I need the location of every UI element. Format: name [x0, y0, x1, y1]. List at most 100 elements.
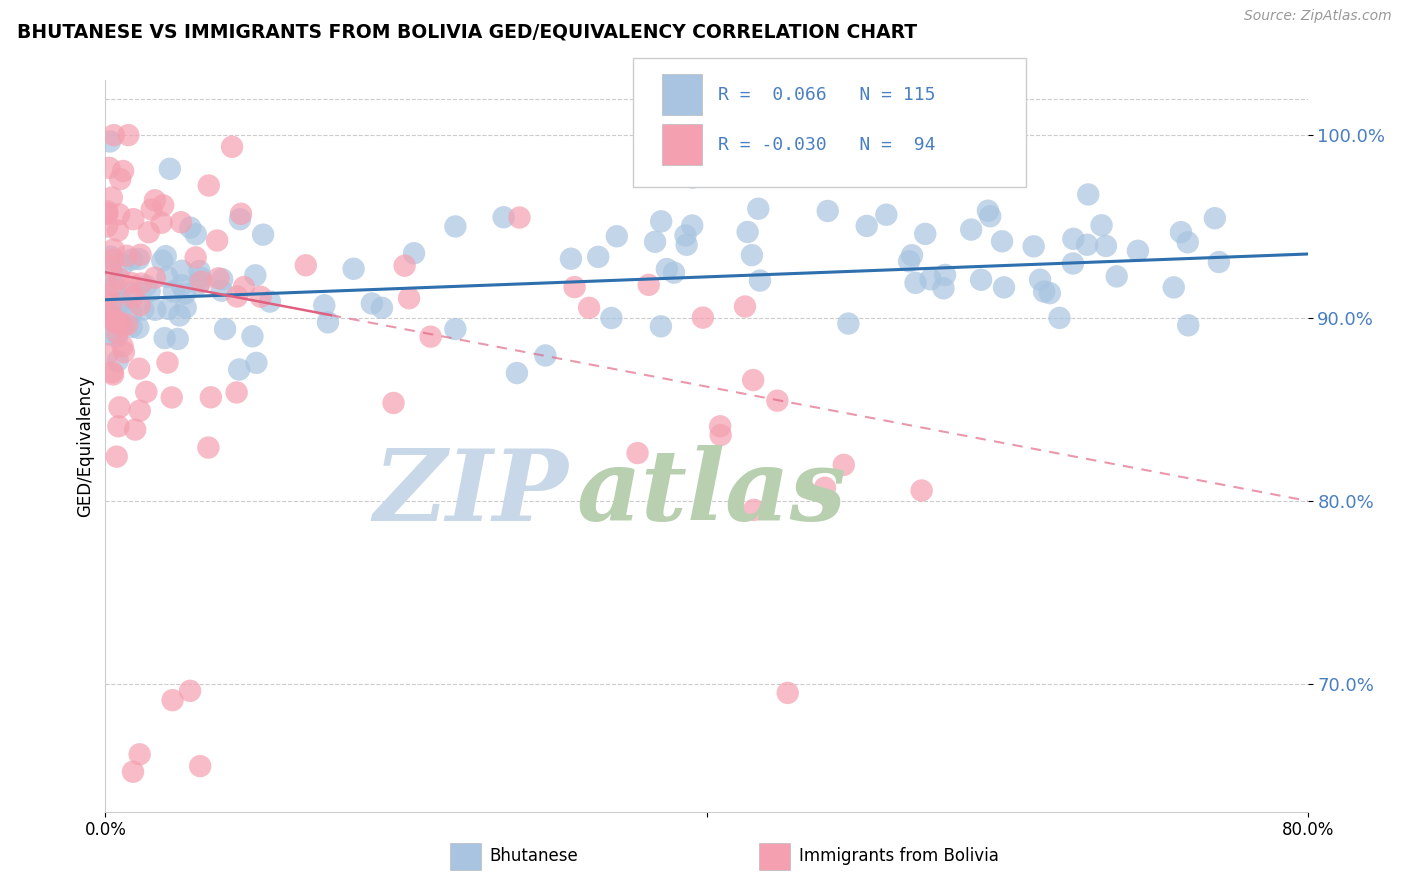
Point	[1095, 239, 1118, 253]
Point	[105, 450, 128, 464]
Point	[156, 356, 179, 370]
Point	[107, 419, 129, 434]
Point	[742, 503, 765, 517]
Point	[197, 441, 219, 455]
Point	[211, 272, 233, 286]
Point	[1163, 280, 1185, 294]
Point	[419, 329, 441, 343]
Point	[637, 277, 659, 292]
Point	[129, 277, 152, 291]
Point	[112, 345, 135, 359]
Point	[111, 319, 134, 334]
Point	[115, 318, 138, 332]
Point	[143, 194, 166, 208]
Point	[108, 207, 131, 221]
Point	[245, 268, 267, 283]
Point	[1062, 256, 1084, 270]
Point	[534, 349, 557, 363]
Point	[173, 286, 195, 301]
Point	[932, 281, 955, 295]
Text: ZIP: ZIP	[373, 445, 568, 541]
Point	[1077, 187, 1099, 202]
Point	[221, 140, 243, 154]
Point	[98, 304, 121, 318]
Point	[124, 423, 146, 437]
Point	[814, 481, 837, 495]
Point	[776, 686, 799, 700]
Point	[749, 274, 772, 288]
Text: Bhutanese: Bhutanese	[489, 847, 578, 865]
Point	[96, 219, 118, 234]
Point	[128, 361, 150, 376]
Point	[229, 207, 252, 221]
Point	[1029, 273, 1052, 287]
Point	[103, 243, 125, 257]
Point	[904, 276, 927, 290]
Point	[1049, 310, 1071, 325]
Point	[107, 354, 129, 368]
Point	[737, 225, 759, 239]
Point	[190, 270, 212, 285]
Point	[138, 225, 160, 239]
Point	[122, 212, 145, 227]
Point	[197, 178, 219, 193]
Point	[128, 252, 150, 266]
Text: R = -0.030   N =  94: R = -0.030 N = 94	[718, 136, 936, 153]
Point	[101, 190, 124, 204]
Point	[157, 301, 180, 316]
Point	[837, 317, 859, 331]
Point	[160, 391, 183, 405]
Point	[188, 759, 211, 773]
Point	[179, 683, 201, 698]
Point	[444, 219, 467, 234]
Point	[179, 220, 201, 235]
Point	[1177, 235, 1199, 250]
Point	[127, 320, 149, 334]
Point	[103, 128, 125, 143]
Point	[132, 302, 155, 317]
Point	[242, 329, 264, 343]
Point	[184, 251, 207, 265]
Point	[682, 170, 704, 185]
Point	[1126, 244, 1149, 258]
Point	[98, 310, 121, 324]
Point	[107, 224, 129, 238]
Point	[911, 483, 934, 498]
Point	[159, 161, 181, 176]
Point	[342, 261, 364, 276]
Point	[506, 366, 529, 380]
Point	[970, 273, 993, 287]
Point	[120, 306, 142, 320]
Point	[108, 401, 131, 415]
Point	[163, 285, 186, 299]
Point	[128, 747, 150, 762]
Point	[101, 297, 124, 311]
Point	[120, 286, 142, 301]
Point	[104, 279, 127, 293]
Point	[97, 347, 120, 361]
Point	[920, 272, 942, 286]
Point	[226, 289, 249, 303]
Point	[371, 301, 394, 315]
Point	[101, 252, 124, 267]
Point	[112, 258, 135, 272]
Point	[207, 271, 229, 285]
Point	[600, 310, 623, 325]
Point	[121, 252, 143, 267]
Point	[734, 300, 756, 314]
Point	[162, 693, 184, 707]
Point	[153, 331, 176, 345]
Point	[1177, 318, 1199, 333]
Point	[200, 390, 222, 404]
Point	[710, 428, 733, 442]
Point	[1208, 255, 1230, 269]
Point	[245, 356, 267, 370]
Point	[107, 317, 129, 331]
Point	[993, 280, 1015, 294]
Point	[135, 279, 157, 293]
Point	[110, 302, 132, 317]
Point	[696, 151, 718, 165]
Y-axis label: GED/Equivalency: GED/Equivalency	[76, 375, 94, 517]
Point	[105, 326, 128, 340]
Point	[934, 268, 956, 282]
